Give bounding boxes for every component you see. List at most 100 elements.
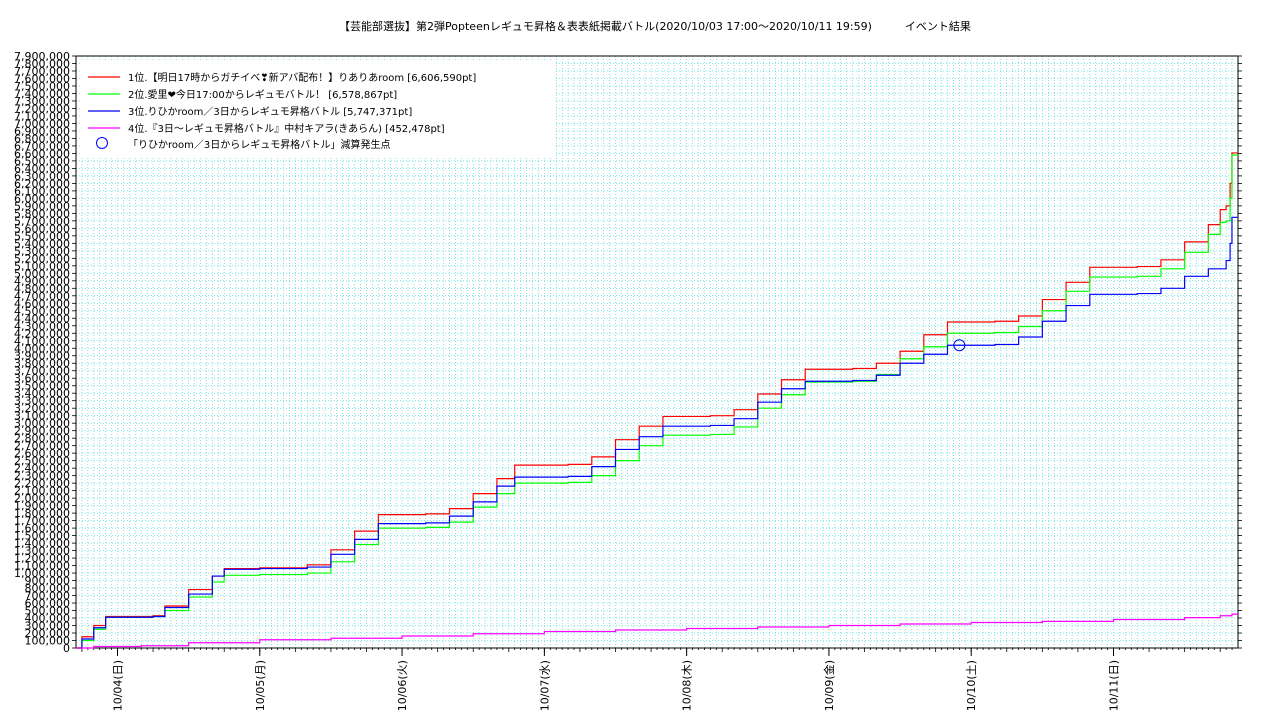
y-tick-label: 7,300,000 xyxy=(14,95,70,108)
y-tick-label: 7,800,000 xyxy=(14,57,70,70)
y-tick-label: 7,700,000 xyxy=(14,65,70,78)
x-tick-label: 10/05(月) xyxy=(254,660,267,711)
y-tick-label: 4,800,000 xyxy=(14,282,70,295)
y-tick-label: 2,000,000 xyxy=(14,492,70,505)
y-tick-label: 400,000 xyxy=(25,612,71,625)
y-tick-label: 3,300,000 xyxy=(14,395,70,408)
x-tick-label: 10/07(水) xyxy=(538,660,551,711)
series-line-4 xyxy=(76,613,1238,649)
y-tick-label: 5,600,000 xyxy=(14,222,70,235)
y-tick-label: 3,800,000 xyxy=(14,357,70,370)
y-tick-label: 800,000 xyxy=(25,582,71,595)
x-tick-label: 10/11(日) xyxy=(1108,660,1121,711)
y-tick-label: 4,000,000 xyxy=(14,342,70,355)
legend-marker-label: 「りひかroom／3日からレギュモ昇格バトル」減算発生点 xyxy=(128,138,391,151)
legend-label-4: 4位.『3日～レギュモ昇格バトル』中村キアラ(きあらん) [452,478pt] xyxy=(128,122,445,135)
y-tick-label: 6,100,000 xyxy=(14,185,70,198)
y-tick-label: 2,400,000 xyxy=(14,462,70,475)
legend-marker-swatch xyxy=(96,137,108,149)
series-lines xyxy=(76,152,1238,649)
series-line-3 xyxy=(76,216,1238,649)
y-tick-label: 300,000 xyxy=(25,620,71,633)
y-tick-label: 5,400,000 xyxy=(14,237,70,250)
y-tick-label: 1,300,000 xyxy=(14,545,70,558)
axes xyxy=(72,55,1242,656)
plot-frame xyxy=(75,55,1239,649)
y-tick-label: 1,700,000 xyxy=(14,515,70,528)
y-tick-label: 3,200,000 xyxy=(14,402,70,415)
y-tick-label: 4,600,000 xyxy=(14,297,70,310)
y-tick-label: 3,500,000 xyxy=(14,380,70,393)
y-tick-label: 2,600,000 xyxy=(14,447,70,460)
y-tick-label: 7,000,000 xyxy=(14,117,70,130)
y-tick-label: 2,900,000 xyxy=(14,425,70,438)
y-tick-label: 3,400,000 xyxy=(14,387,70,400)
y-tick-label: 500,000 xyxy=(25,605,71,618)
y-tick-label: 1,200,000 xyxy=(14,552,70,565)
y-tick-label: 5,900,000 xyxy=(14,200,70,213)
annotation-markers xyxy=(953,339,966,352)
legend-label-1: 1位.【明日17時からガチイベ❣新アバ配布！】りありあroom [6,606,5… xyxy=(128,71,476,84)
y-tick-label: 2,700,000 xyxy=(14,440,70,453)
y-tick-label: 2,300,000 xyxy=(14,470,70,483)
y-tick-label: 5,300,000 xyxy=(14,245,70,258)
y-tick-label: 200,000 xyxy=(25,627,71,640)
y-tick-label: 3,600,000 xyxy=(14,372,70,385)
y-tick-label: 3,900,000 xyxy=(14,350,70,363)
y-tick-label: 5,500,000 xyxy=(14,230,70,243)
chart-title: 【芸能部選抜】第2弾Popteenレギュモ昇格＆表表紙掲載バトル(2020/10… xyxy=(339,19,971,33)
y-tick-label: 0 xyxy=(63,642,70,655)
y-tick-label: 5,200,000 xyxy=(14,252,70,265)
y-tick-label: 4,200,000 xyxy=(14,327,70,340)
y-tick-label: 5,800,000 xyxy=(14,207,70,220)
y-tick-label: 900,000 xyxy=(25,575,71,588)
y-tick-label: 5,700,000 xyxy=(14,215,70,228)
y-tick-label: 6,500,000 xyxy=(14,155,70,168)
y-tick-label: 1,600,000 xyxy=(14,522,70,535)
y-tick-label: 700,000 xyxy=(25,590,71,603)
legend-background xyxy=(80,62,556,158)
series-line-2 xyxy=(76,154,1238,649)
y-tick-label: 7,200,000 xyxy=(14,102,70,115)
y-tick-label: 7,900,000 xyxy=(14,50,70,63)
y-tick-label: 6,000,000 xyxy=(14,192,70,205)
y-tick-label: 6,900,000 xyxy=(14,125,70,138)
y-tick-label: 5,100,000 xyxy=(14,260,70,273)
y-tick-label: 6,600,000 xyxy=(14,147,70,160)
y-tick-label: 2,500,000 xyxy=(14,455,70,468)
y-tick-label: 4,400,000 xyxy=(14,312,70,325)
x-tick-label: 10/10(土) xyxy=(965,660,978,711)
y-tick-label: 6,800,000 xyxy=(14,132,70,145)
y-tick-label: 5,000,000 xyxy=(14,267,70,280)
y-tick-label: 1,900,000 xyxy=(14,500,70,513)
y-tick-label: 7,400,000 xyxy=(14,87,70,100)
y-tick-label: 2,100,000 xyxy=(14,485,70,498)
y-tick-label: 2,200,000 xyxy=(14,477,70,490)
y-tick-label: 600,000 xyxy=(25,597,71,610)
y-tick-label: 4,300,000 xyxy=(14,320,70,333)
y-tick-label: 4,900,000 xyxy=(14,275,70,288)
y-tick-label: 100,000 xyxy=(25,635,71,648)
y-tick-label: 3,100,000 xyxy=(14,410,70,423)
y-tick-label: 4,100,000 xyxy=(14,335,70,348)
legend: 1位.【明日17時からガチイベ❣新アバ配布！】りありあroom [6,606,5… xyxy=(80,62,556,158)
y-tick-label: 4,500,000 xyxy=(14,305,70,318)
y-tick-label: 6,200,000 xyxy=(14,177,70,190)
y-tick-label: 6,300,000 xyxy=(14,170,70,183)
y-tick-label: 3,000,000 xyxy=(14,417,70,430)
y-tick-label: 1,100,000 xyxy=(14,560,70,573)
y-tick-label: 1,000,000 xyxy=(14,567,70,580)
y-tick-labels: 0100,000200,000300,000400,000500,000600,… xyxy=(14,50,70,655)
legend-label-2: 2位.愛里❤今日17:00からレギュモバトル！ [6,578,867pt] xyxy=(128,88,397,101)
x-tick-labels: 10/04(日) 10/05(月) 10/06(火) 10/07(水) 10/08(木)… xyxy=(112,660,1121,711)
x-tick-label: 10/04(日) xyxy=(112,660,125,711)
x-tick-label: 10/08(木) xyxy=(681,660,694,711)
y-tick-label: 6,400,000 xyxy=(14,162,70,175)
y-tick-label: 7,100,000 xyxy=(14,110,70,123)
y-tick-label: 7,500,000 xyxy=(14,80,70,93)
x-tick-label: 10/06(火) xyxy=(396,660,409,711)
y-tick-label: 1,500,000 xyxy=(14,530,70,543)
y-tick-label: 1,800,000 xyxy=(14,507,70,520)
y-tick-label: 2,800,000 xyxy=(14,432,70,445)
